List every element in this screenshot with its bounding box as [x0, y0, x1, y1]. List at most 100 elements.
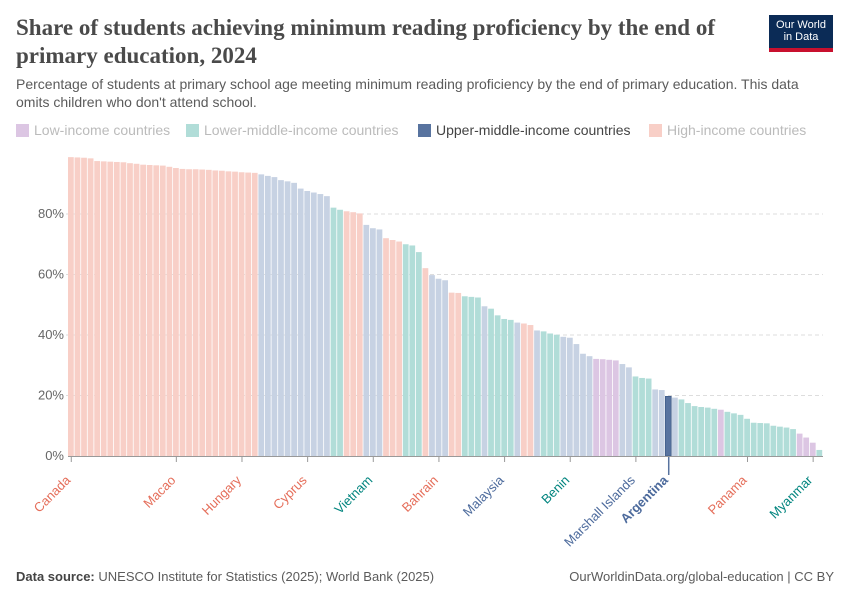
bar-29 — [258, 174, 265, 456]
legend-swatch-upper-middle — [418, 123, 431, 137]
bar-92 — [672, 397, 678, 456]
bar-30 — [264, 175, 271, 456]
bar-69 — [521, 323, 527, 456]
bar-65 — [494, 315, 501, 456]
bar-81 — [599, 359, 606, 456]
bar-83 — [612, 360, 619, 456]
bar-93 — [678, 399, 685, 456]
bar-highlighted — [665, 396, 672, 457]
legend-swatch-high — [649, 123, 662, 137]
bar-18 — [186, 169, 192, 457]
bar-85 — [626, 367, 632, 456]
legend-item-low[interactable]: Low-income countries — [16, 122, 170, 138]
bar-54 — [422, 268, 429, 456]
bar-1 — [74, 157, 81, 456]
bar-35 — [297, 188, 304, 456]
y-tick-label-80: 80% — [38, 206, 64, 221]
bar-67 — [507, 319, 514, 457]
bar-47 — [376, 229, 383, 456]
y-tick-label-60: 60% — [38, 267, 64, 282]
legend-label-low: Low-income countries — [34, 122, 171, 138]
x-label-0: Canada — [31, 472, 74, 515]
bar-86 — [632, 376, 639, 456]
data-source: Data source: UNESCO Institute for Statis… — [16, 569, 434, 584]
bar-0 — [68, 157, 74, 456]
bar-75 — [560, 336, 567, 456]
bar-6 — [107, 161, 114, 457]
data-source-text[interactable]: UNESCO Institute for Statistics (2025); … — [98, 569, 435, 584]
bar-11 — [140, 164, 146, 456]
bar-49 — [389, 240, 396, 456]
bar-76 — [566, 337, 573, 456]
bar-82 — [606, 359, 613, 456]
bar-61 — [468, 296, 475, 456]
data-source-label: Data source: — [16, 569, 95, 584]
bar-16 — [173, 168, 179, 456]
logo-line-1: Our World — [776, 19, 826, 31]
bar-46 — [370, 228, 376, 456]
chart-legend: Low-income countries Lower-middle-income… — [16, 122, 836, 142]
bar-36 — [304, 191, 311, 456]
bar-113 — [809, 442, 816, 456]
bar-111 — [796, 433, 803, 457]
bar-15 — [166, 166, 173, 456]
bar-8 — [120, 162, 127, 456]
legend-item-upper-middle[interactable]: Upper-middle-income countries — [418, 122, 631, 138]
bar-4 — [94, 161, 101, 456]
bar-42 — [343, 211, 350, 456]
legend-item-high[interactable]: High-income countries — [649, 122, 806, 138]
bar-97 — [704, 407, 711, 456]
bar-19 — [192, 169, 199, 457]
bar-84 — [619, 364, 626, 456]
legend-item-lower-middle[interactable]: Lower-middle-income countries — [186, 122, 399, 138]
bar-26 — [238, 172, 245, 456]
bar-53 — [415, 252, 422, 456]
bar-52 — [409, 245, 416, 456]
owid-logo[interactable]: Our World in Data — [769, 15, 833, 52]
bar-100 — [724, 411, 731, 456]
x-label-2: Hungary — [199, 472, 245, 518]
bar-98 — [711, 408, 718, 456]
bar-58 — [448, 292, 455, 456]
bar-110 — [790, 429, 796, 456]
bar-60 — [461, 296, 468, 456]
bar-14 — [159, 165, 166, 456]
legend-swatch-low — [16, 123, 29, 137]
bar-13 — [153, 165, 160, 457]
y-tick-label-20: 20% — [38, 388, 64, 403]
bar-80 — [593, 358, 599, 456]
bar-106 — [763, 423, 770, 456]
bar-38 — [317, 194, 324, 457]
source-link[interactable]: OurWorldinData.org/global-education | CC… — [569, 569, 834, 584]
bar-51 — [402, 244, 409, 456]
bar-5 — [100, 161, 107, 456]
bar-66 — [501, 318, 508, 456]
y-tick-label-0: 0% — [45, 448, 64, 463]
bar-59 — [455, 292, 462, 456]
bar-7 — [113, 161, 120, 456]
logo-line-2: in Data — [783, 31, 819, 43]
bar-79 — [586, 356, 593, 457]
bar-109 — [783, 427, 790, 456]
bar-24 — [225, 171, 232, 456]
bar-72 — [540, 331, 547, 456]
bar-22 — [212, 170, 219, 456]
bar-89 — [652, 389, 659, 456]
bar-48 — [383, 238, 389, 456]
bar-2 — [81, 157, 87, 457]
bar-3 — [87, 158, 94, 456]
bar-50 — [396, 241, 403, 456]
bar-108 — [777, 426, 783, 456]
bar-27 — [245, 172, 252, 456]
bar-63 — [481, 306, 488, 456]
bar-33 — [284, 181, 291, 456]
bar-90 — [658, 390, 665, 456]
bar-9 — [127, 163, 133, 456]
legend-label-high: High-income countries — [667, 122, 807, 138]
bar-10 — [133, 163, 140, 457]
bar-23 — [219, 170, 225, 457]
bar-17 — [179, 168, 186, 456]
bar-104 — [750, 422, 757, 456]
bar-87 — [639, 377, 645, 456]
